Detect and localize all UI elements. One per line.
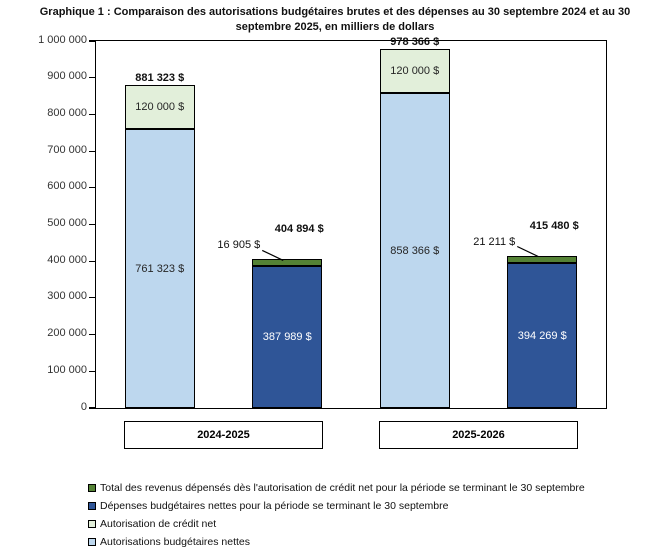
y-axis-tick-mark [88,40,95,42]
y-axis-tick-label: 900 000 [47,70,87,83]
legend-label: Autorisations budgétaires nettes [100,535,251,548]
bar-segment-label: 120 000 $ [135,101,185,114]
bar-segment-label: 761 323 $ [135,262,185,275]
plot-area: 761 323 $ 120 000 $ 881 323 $ 387 989 $ 16 9… [88,36,607,409]
bar-total-label: 881 323 $ [135,71,185,84]
y-axis-tick-mark [88,260,95,262]
y-axis-tick-mark [88,334,95,336]
callout-label: 16 905 $ [217,239,261,252]
y-axis-tick-label: 0 [80,400,87,413]
y-axis-tick-label: 100 000 [47,363,87,376]
legend-swatch [88,519,96,528]
legend-item: Dépenses budgétaires nettes pour la péri… [88,499,585,512]
y-axis-tick-label: 500 000 [47,217,87,229]
legend-label: Dépenses budgétaires nettes pour la péri… [100,499,449,512]
legend-item: Autorisations budgétaires nettes [88,535,585,548]
legend-label: Autorisation de crédit net [100,517,217,530]
legend-item: Autorisation de crédit net [88,517,585,530]
callout-label: 21 211 $ [473,235,516,248]
legend-item: Total des revenus dépensés dès l'autoris… [88,481,585,494]
bar-segment: 120 000 $ [379,48,450,93]
y-axis-tick-mark [88,150,95,152]
legend: Total des revenus dépensés dès l'autoris… [88,481,585,553]
legend-label: Total des revenus dépensés dès l'autoris… [100,481,585,494]
bar-total-label: 415 480 $ [529,219,579,232]
legend-swatch [88,537,96,546]
y-axis-tick-mark [88,113,95,115]
category-box: 2024-2025 [123,421,324,449]
y-axis-tick-mark [88,223,95,226]
y-axis-tick-label: 400 000 [47,253,87,266]
y-axis-tick-mark [88,187,95,189]
y-axis-tick-label: 1 000 000 [38,33,87,46]
legend-swatch [88,483,96,492]
bar-segment [507,255,578,264]
bar-segment-label: 120 000 $ [390,65,440,78]
y-axis-tick-mark [88,77,95,79]
bar-segment-label: 394 269 $ [517,330,567,343]
bar-segment: 120 000 $ [124,84,195,129]
y-axis-tick-label: 200 000 [47,327,87,340]
bar-segment: 858 366 $ [379,92,450,408]
bar-segment: 394 269 $ [507,263,578,408]
bar-total-label: 978 366 $ [390,35,440,48]
y-axis-tick-label: 600 000 [47,180,87,193]
y-axis-tick-label: 300 000 [47,290,87,303]
legend-swatch [88,501,96,510]
y-axis-tick-mark [88,297,95,299]
y-axis-tick-mark [88,407,95,409]
bar-total-label: 404 894 $ [274,223,324,236]
bar-segment-label: 387 989 $ [262,331,312,344]
chart-title: Graphique 1 : Comparaison des autorisati… [39,6,631,33]
category-box: 2025-2026 [378,421,579,449]
bar-segment: 761 323 $ [124,128,195,408]
y-axis-tick-mark [88,370,95,372]
bar-segment-label: 858 366 $ [390,244,440,257]
bar-segment [252,259,323,266]
bar-segment: 387 989 $ [252,265,323,408]
y-axis-tick-label: 700 000 [47,143,87,156]
y-axis-tick-label: 800 000 [47,106,87,119]
